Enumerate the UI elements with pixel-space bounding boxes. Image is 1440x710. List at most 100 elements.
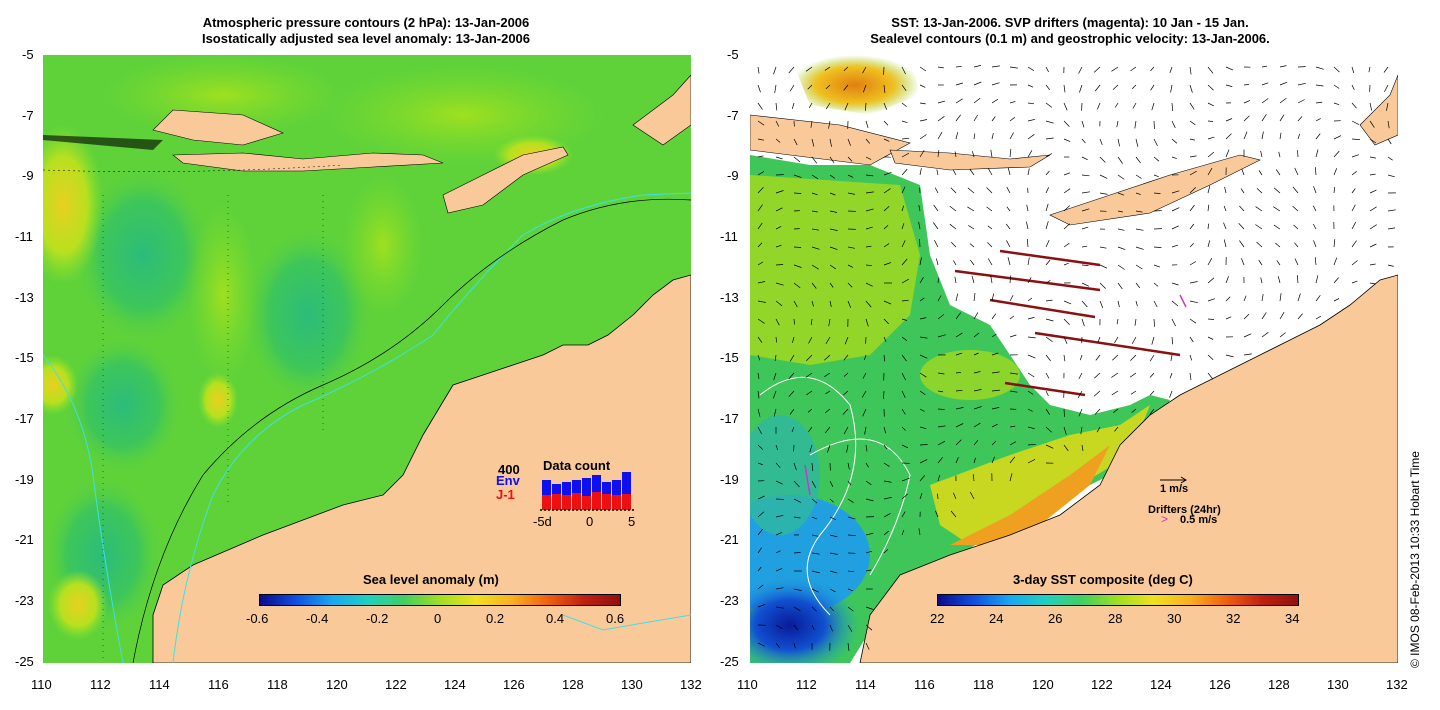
velocity-arrow — [1116, 120, 1119, 128]
velocity-arrow — [1081, 245, 1088, 248]
velocity-arrow — [824, 408, 831, 414]
velocity-arrow — [865, 532, 874, 536]
velocity-arrow — [972, 151, 975, 158]
velocity-arrow — [847, 570, 855, 573]
velocity-arrow — [1171, 244, 1179, 248]
velocity-arrow — [1130, 354, 1137, 361]
velocity-arrow — [937, 440, 946, 446]
velocity-arrow — [1099, 300, 1104, 309]
velocity-arrow — [1135, 300, 1138, 307]
velocity-arrow — [1171, 336, 1174, 345]
velocity-arrow — [991, 293, 995, 302]
velocity-arrow — [1093, 66, 1101, 73]
inset-j1-label: J-1 — [496, 487, 515, 502]
velocity-arrow — [1094, 84, 1101, 92]
velocity-arrow — [1079, 84, 1083, 93]
velocity-arrow — [1225, 84, 1233, 87]
velocity-arrow — [1063, 138, 1071, 142]
velocity-arrow — [1315, 295, 1321, 302]
velocity-arrow — [1207, 372, 1214, 380]
velocity-arrow — [757, 138, 765, 141]
velocity-arrow — [791, 426, 795, 433]
velocity-arrow — [1045, 84, 1050, 91]
velocity-arrow — [847, 480, 852, 486]
velocity-arrow — [1151, 336, 1155, 345]
velocity-arrow — [973, 352, 979, 356]
velocity-arrow — [1045, 170, 1050, 176]
velocity-arrow — [1081, 191, 1090, 194]
velocity-arrow — [1045, 102, 1053, 108]
velocity-arrow — [1333, 135, 1342, 140]
velocity-arrow — [1063, 444, 1069, 452]
velocity-arrow — [991, 116, 996, 122]
velocity-arrow — [1315, 133, 1321, 140]
velocity-arrow — [1297, 116, 1303, 122]
velocity-arrow — [829, 282, 834, 288]
velocity-arrow — [1135, 210, 1143, 213]
velocity-arrow — [937, 116, 945, 122]
velocity-arrow — [1279, 81, 1288, 86]
velocity-arrow — [1243, 333, 1252, 338]
velocity-arrow — [1189, 187, 1196, 194]
velocity-arrow — [955, 389, 963, 392]
velocity-arrow — [973, 332, 980, 338]
right-title-line1: SST: 13-Jan-2006. SVP drifters (magenta)… — [891, 15, 1249, 30]
velocity-arrow — [1261, 98, 1269, 104]
velocity-arrow — [775, 514, 784, 518]
velocity-arrow — [1026, 221, 1029, 230]
velocity-arrow — [1171, 225, 1179, 230]
velocity-arrow — [1094, 408, 1101, 415]
velocity-arrow — [757, 584, 764, 590]
velocity-arrow — [775, 190, 784, 194]
velocity-arrow — [934, 240, 939, 248]
velocity-arrow — [757, 528, 763, 536]
velocity-arrow — [793, 282, 801, 289]
inset-bars — [540, 472, 634, 511]
velocity-arrow — [1130, 390, 1137, 395]
velocity-arrow — [1273, 224, 1281, 230]
velocity-arrow — [1292, 205, 1299, 212]
velocity-arrow — [1151, 102, 1155, 111]
velocity-arrow — [1117, 264, 1125, 270]
velocity-arrow — [843, 354, 849, 361]
velocity-arrow — [883, 390, 885, 400]
velocity-arrow — [1153, 174, 1159, 178]
velocity-arrow — [1243, 100, 1251, 104]
velocity-arrow — [1116, 318, 1119, 325]
velocity-arrow — [865, 462, 869, 468]
velocity-arrow — [1063, 172, 1071, 176]
velocity-arrow — [901, 354, 907, 362]
velocity-arrow — [1095, 354, 1101, 361]
velocity-arrow — [807, 84, 813, 90]
velocity-arrow — [1223, 222, 1227, 230]
velocity-arrow — [1279, 97, 1287, 104]
velocity-arrow — [811, 624, 815, 631]
velocity-arrow — [955, 439, 962, 446]
velocity-arrow — [811, 480, 817, 488]
velocity-arrow — [789, 84, 795, 92]
velocity-arrow — [1171, 282, 1179, 286]
velocity-arrow — [1099, 192, 1108, 195]
velocity-arrow — [1225, 66, 1234, 71]
velocity-arrow — [1207, 136, 1215, 140]
velocity-arrow — [865, 102, 867, 111]
velocity-arrow — [968, 225, 975, 230]
velocity-arrow — [1007, 257, 1011, 266]
velocity-arrow — [757, 171, 765, 176]
velocity-arrow — [757, 462, 764, 466]
velocity-arrow — [1099, 246, 1107, 249]
velocity-arrow — [1294, 242, 1299, 248]
velocity-arrow — [1097, 336, 1101, 343]
velocity-arrow — [1081, 156, 1088, 161]
velocity-arrow — [1294, 167, 1299, 176]
velocity-arrow — [1189, 372, 1192, 381]
velocity-arrow — [1063, 205, 1071, 212]
velocity-arrow — [865, 569, 872, 572]
velocity-arrow — [811, 570, 820, 574]
velocity-arrow — [775, 244, 782, 248]
velocity-arrow — [955, 457, 959, 464]
velocity-arrow — [1387, 156, 1393, 161]
velocity-arrow — [757, 66, 760, 74]
velocity-arrow — [757, 354, 761, 361]
velocity-arrow — [757, 408, 761, 417]
